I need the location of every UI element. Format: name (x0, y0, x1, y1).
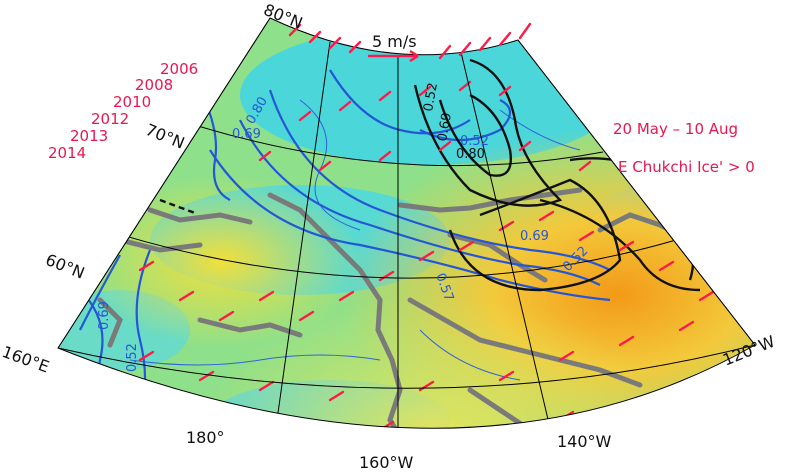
contour-label: 0.69 (232, 127, 261, 142)
period-label: 20 May – 10 Aug (613, 120, 739, 138)
contour-label: 0.52 (460, 134, 489, 149)
year-label: 2013 (70, 127, 109, 145)
condition-label: E Chukchi Ice' > 0 (618, 158, 755, 176)
map-border (57, 17, 756, 429)
lon-label-180: 180° (186, 428, 225, 447)
contour-label: 0.52 (421, 82, 441, 113)
vector-scale-label: 5 m/s (372, 32, 417, 51)
year-label: 2014 (48, 144, 87, 162)
year-label: 2008 (135, 76, 174, 94)
year-label: 2012 (91, 110, 130, 128)
contour-label: 0.69 (97, 301, 112, 330)
lon-label-160w: 160°W (359, 453, 414, 472)
lon-label-140w: 140°W (557, 432, 612, 451)
contour-label: 0.52 (125, 343, 140, 372)
contour-label: 0.69 (520, 229, 549, 244)
year-label: 2006 (160, 60, 199, 78)
edge-wind-vectors (288, 22, 532, 60)
contour-label: 0.80 (456, 147, 485, 162)
wind-vectors (98, 80, 715, 429)
contour-label: 0.69 (435, 112, 455, 143)
vector-scale: 5 m/s (368, 32, 419, 63)
land-outline (97, 187, 693, 429)
year-label: 2010 (113, 93, 152, 111)
